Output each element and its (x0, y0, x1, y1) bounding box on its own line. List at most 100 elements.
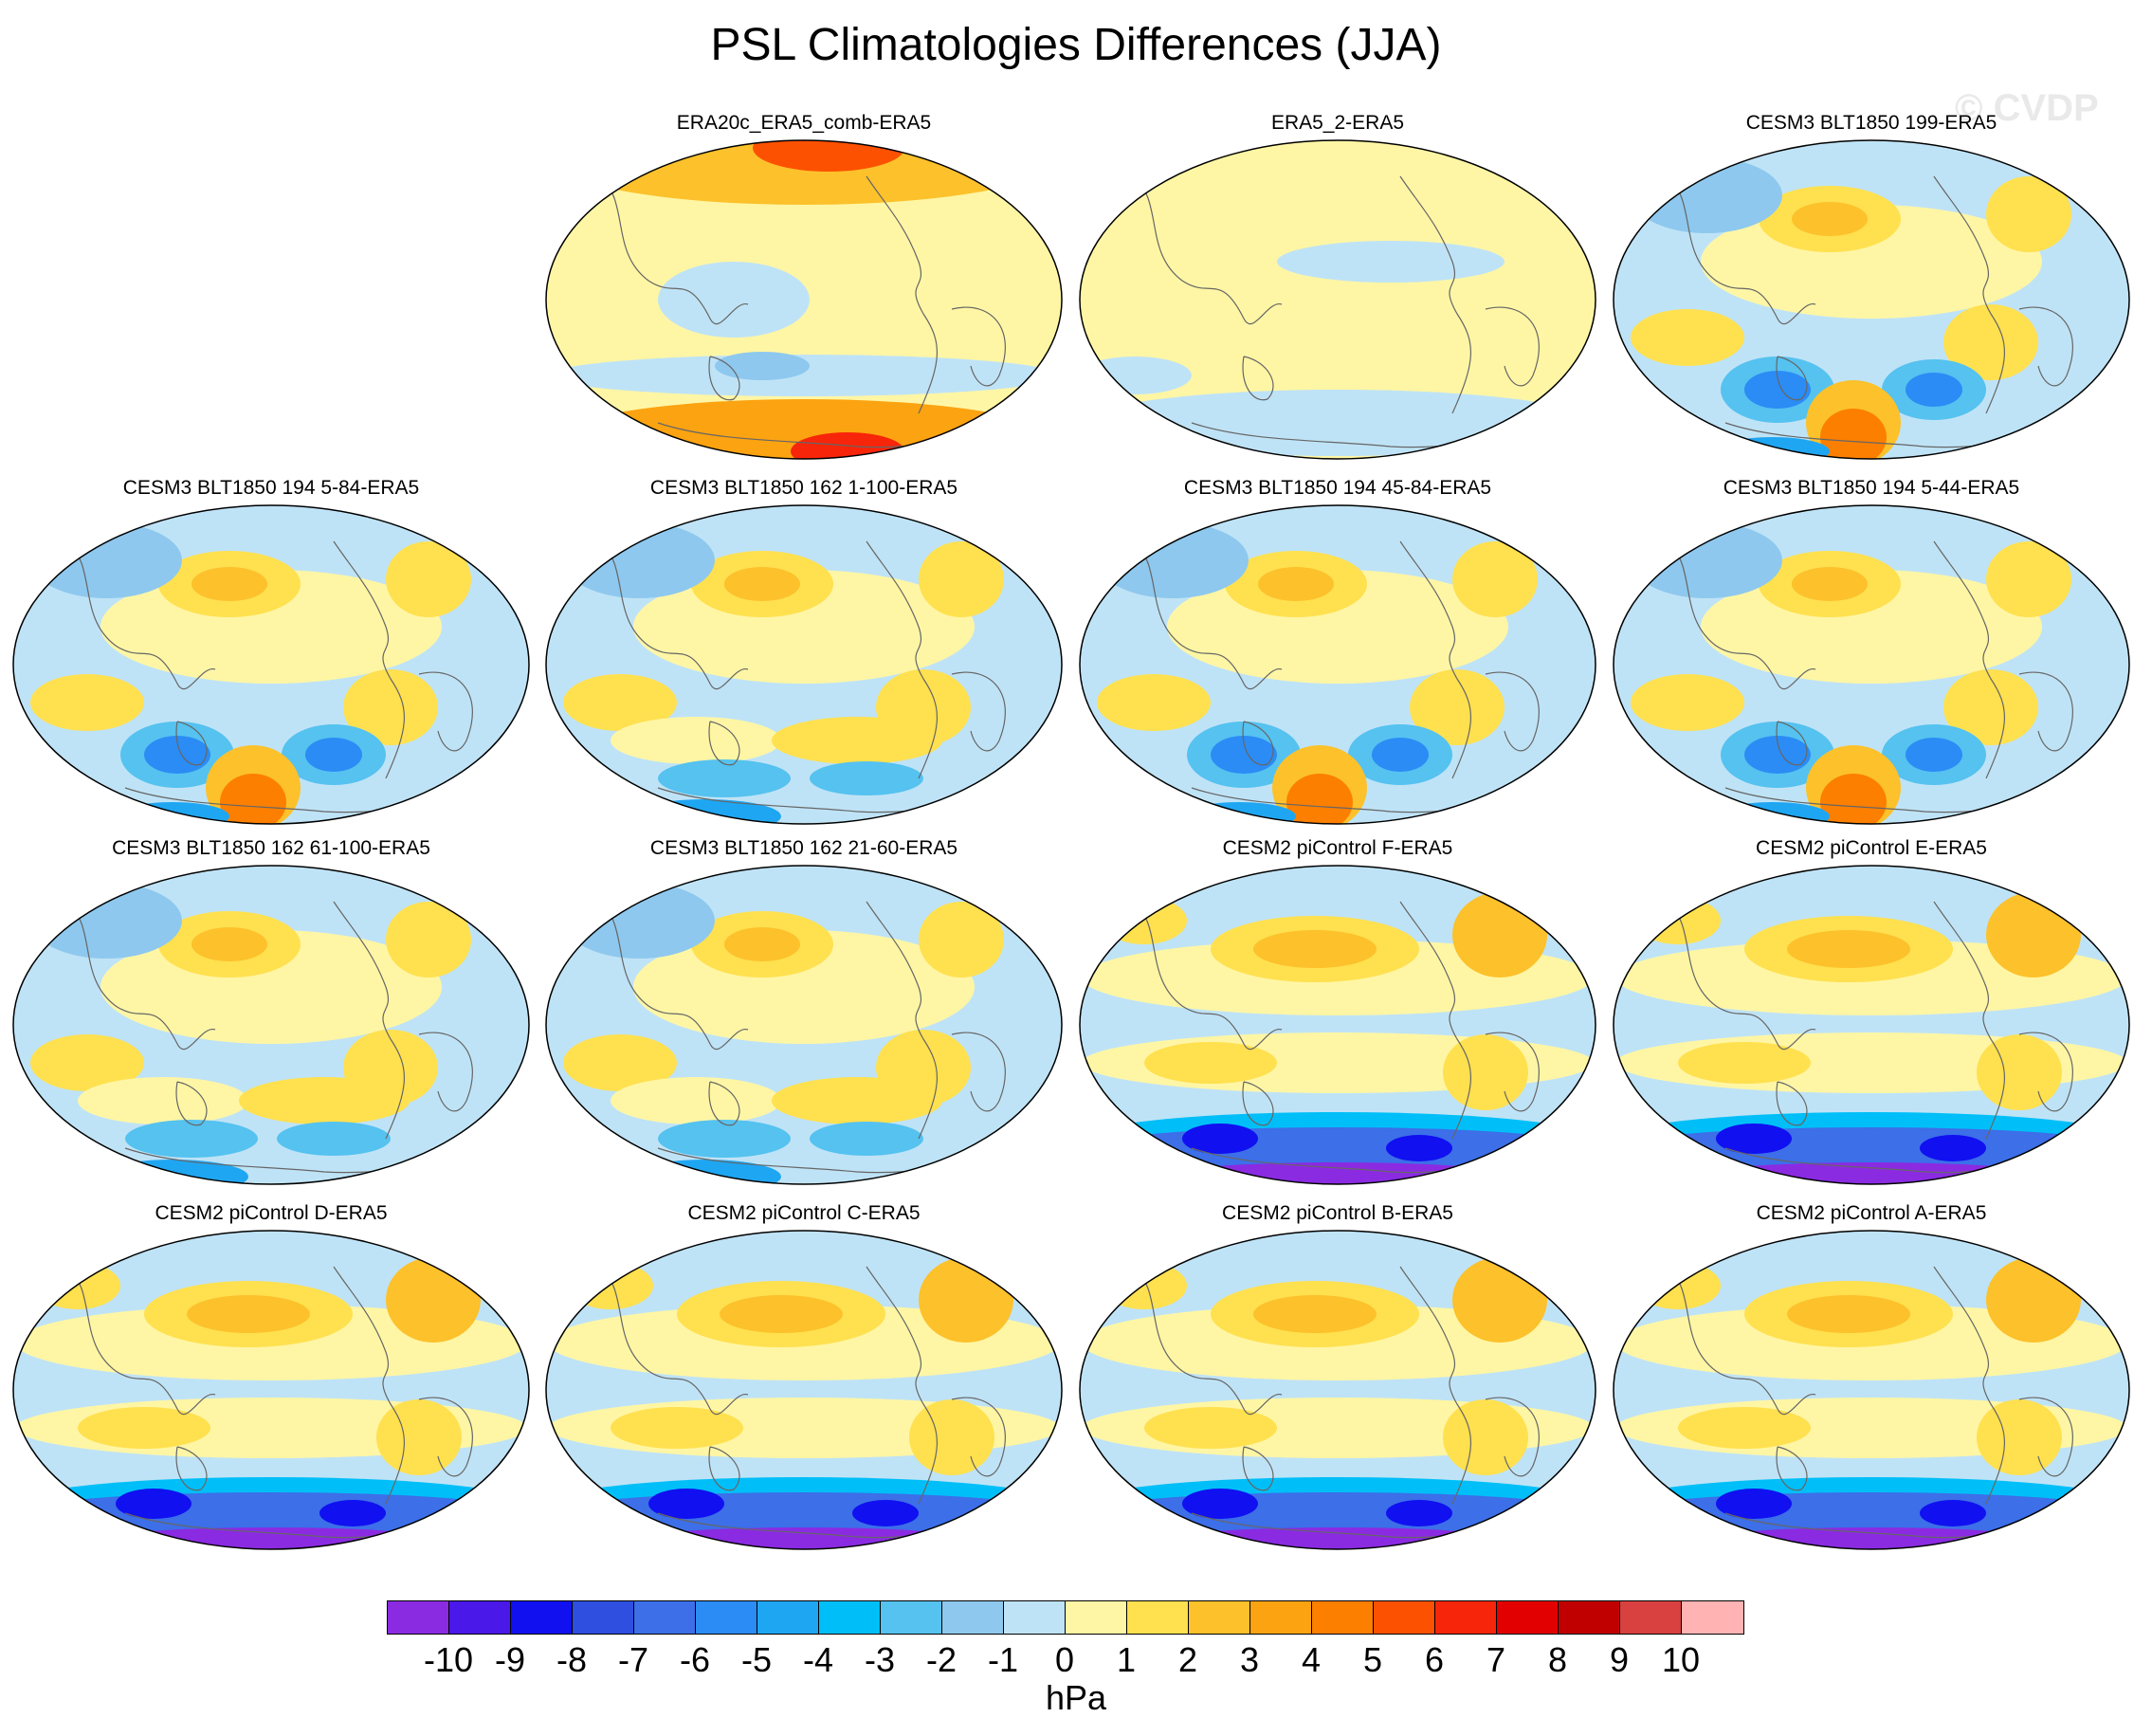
map-panel: CESM3 BLT1850 194 45-84-ERA5 (1078, 477, 1597, 828)
panel-title: CESM2 piControl E-ERA5 (1756, 837, 1987, 859)
anomaly-field (1943, 669, 2038, 745)
map-plot (545, 504, 1063, 825)
anomaly-field (1631, 674, 1744, 731)
colorbar-swatch (388, 1601, 449, 1634)
colorbar-tick-label: 9 (1609, 1640, 1630, 1679)
anomaly-field (376, 1399, 462, 1475)
map-plot (1613, 1230, 2130, 1550)
map-outline (1613, 1230, 2130, 1550)
coastlines (1134, 901, 1540, 1174)
colorbar-tick-label: -2 (925, 1640, 957, 1679)
map-outline (12, 865, 530, 1185)
anomaly-field (611, 1407, 743, 1449)
anomaly-field (1452, 541, 1538, 617)
anomaly-field (1820, 409, 1887, 459)
panel-title: ERA5_2-ERA5 (1270, 112, 1405, 134)
anomaly-field (1253, 930, 1377, 968)
anomaly-field (658, 759, 791, 797)
panel-title: CESM3 BLT1850 162 61-100-ERA5 (112, 837, 430, 859)
map-outline (12, 504, 530, 825)
watermark: © CVDP (1955, 87, 2099, 129)
panel-title: CESM2 piControl C-ERA5 (687, 1202, 921, 1224)
anomaly-field (810, 1122, 923, 1156)
anomaly-field (576, 1527, 1031, 1549)
anomaly-field (648, 1489, 724, 1519)
map-outline (545, 1230, 1063, 1550)
colorbar-tick-label: 5 (1362, 1640, 1383, 1679)
anomaly-field (220, 774, 286, 824)
anomaly-field (1678, 1042, 1811, 1084)
colorbar-tick-label: -1 (987, 1640, 1019, 1679)
map-outline (1613, 139, 2130, 460)
colorbar-swatch (757, 1601, 819, 1634)
anomaly-field (1080, 356, 1192, 394)
anomaly-field (386, 1257, 481, 1343)
anomaly-field (319, 1500, 386, 1526)
map-plot (545, 865, 1063, 1185)
anomaly-field (1386, 1500, 1452, 1526)
anomaly-field (919, 1257, 1013, 1343)
anomaly-field (1631, 157, 1782, 233)
colorbar-tick-label: -10 (423, 1640, 474, 1679)
map-outline (1079, 1230, 1596, 1550)
panel-title: CESM3 BLT1850 162 1-100-ERA5 (649, 477, 958, 499)
map-plot (1613, 139, 2130, 460)
panel-title: CESM2 piControl D-ERA5 (155, 1202, 388, 1224)
anomaly-field (563, 674, 677, 731)
contour-field (546, 505, 1062, 824)
page-title: PSL Climatologies Differences (JJA) (710, 20, 1442, 70)
anomaly-field (125, 1120, 258, 1158)
anomaly-field (1986, 892, 2081, 978)
colorbar-tick-label: 0 (1054, 1640, 1075, 1679)
anomaly-field (919, 902, 1004, 978)
contour-field (546, 140, 1062, 459)
panel-title: CESM3 BLT1850 194 45-84-ERA5 (1183, 477, 1492, 499)
anomaly-field (1644, 1527, 2099, 1549)
map-plot (1079, 139, 1596, 460)
anomaly-field (1110, 1162, 1565, 1184)
map-panel: CESM3 BLT1850 162 21-60-ERA5 (544, 837, 1064, 1188)
anomaly-field (30, 674, 144, 731)
colorbar-tick-label: -7 (617, 1640, 649, 1679)
anomaly-field (1920, 1135, 1986, 1161)
anomaly-field (30, 883, 182, 959)
colorbar-tick-label: -9 (494, 1640, 526, 1679)
anomaly-field (1986, 541, 2071, 617)
map-panel: CESM2 piControl E-ERA5 (1612, 837, 2131, 1188)
anomaly-field (1631, 522, 1782, 598)
anomaly-field (35, 1262, 120, 1309)
map-panel: CESM3 BLT1850 194 5-44-ERA5 (1612, 477, 2131, 828)
anomaly-field (658, 262, 810, 338)
anomaly-field (1097, 674, 1211, 731)
map-plot (1613, 504, 2130, 825)
panel-title: CESM3 BLT1850 162 21-60-ERA5 (649, 837, 958, 859)
colorbar-tick-label: 3 (1239, 1640, 1260, 1679)
anomaly-field (1082, 390, 1594, 456)
anomaly-field (305, 738, 362, 772)
anomaly-field (810, 761, 923, 795)
anomaly-field (1102, 897, 1187, 944)
map-panel: CESM2 piControl B-ERA5 (1078, 1202, 1597, 1553)
map-plot (12, 865, 530, 1185)
map-panel: CESM3 BLT1850 199-ERA5 (1612, 112, 2131, 463)
map-plot (1079, 1230, 1596, 1550)
anomaly-field (1716, 1124, 1792, 1154)
map-plot (545, 139, 1063, 460)
anomaly-field (611, 1077, 781, 1124)
colorbar-swatch (1250, 1601, 1312, 1634)
anomaly-field (1253, 1295, 1377, 1333)
colorbar-tick-label: 6 (1424, 1640, 1445, 1679)
anomaly-field (386, 541, 471, 617)
anomaly-field (1182, 1489, 1258, 1519)
anomaly-field (1097, 522, 1249, 598)
map-panel: CESM2 piControl C-ERA5 (544, 1202, 1064, 1553)
anomaly-field (1452, 1257, 1547, 1343)
anomaly-field (343, 669, 438, 745)
colorbar-swatch (1066, 1601, 1127, 1634)
anomaly-field (1452, 892, 1547, 978)
map-panel: CESM3 BLT1850 162 61-100-ERA5 (11, 837, 531, 1188)
map-plot (1079, 865, 1596, 1185)
colorbar-swatches (387, 1600, 1744, 1635)
anomaly-field (1716, 1489, 1792, 1519)
anomaly-field (1906, 373, 1962, 407)
